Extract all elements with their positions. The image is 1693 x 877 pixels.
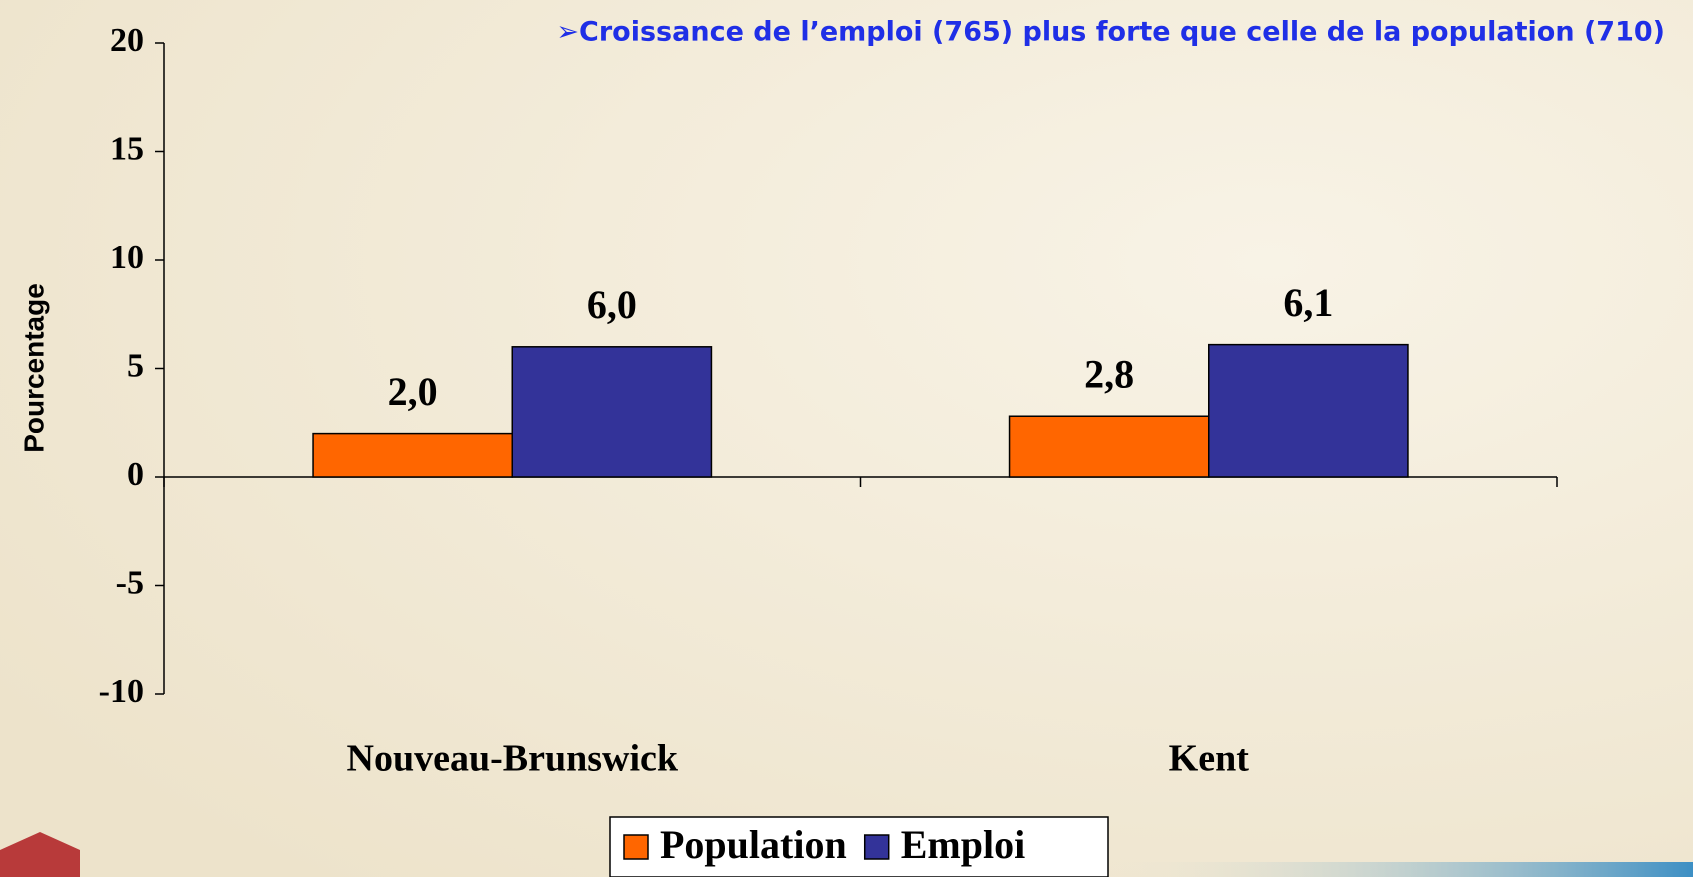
y-tick-label: -5: [116, 564, 144, 601]
bar: [1208, 343, 1409, 478]
value-label: 6,1: [1283, 280, 1333, 325]
bar: [1008, 415, 1210, 478]
y-tick-label: 5: [127, 347, 144, 384]
y-tick-label: 15: [110, 130, 144, 167]
value-label: 2,8: [1084, 351, 1134, 396]
y-axis-label: Pourcentage: [18, 283, 49, 453]
decor-strip: [1100, 862, 1693, 877]
legend-label: Population: [660, 822, 847, 867]
bar: [511, 346, 713, 478]
y-tick-label: -10: [99, 673, 144, 710]
y-tick-label: 10: [110, 239, 144, 276]
value-label: 2,0: [388, 369, 438, 414]
legend-swatch: [863, 834, 890, 860]
legend-box: [609, 816, 1109, 877]
y-tick-label: 0: [127, 456, 144, 493]
chart-title: ➢Croissance de l’emploi (765) plus forte…: [556, 17, 1665, 48]
x-tick-label: Kent: [1169, 738, 1250, 780]
bar: [312, 432, 513, 478]
value-label: 6,0: [587, 282, 637, 327]
legend-label: Emploi: [901, 822, 1025, 867]
legend-swatch: [623, 834, 649, 860]
y-tick-label: 20: [110, 22, 144, 59]
logo: [0, 832, 80, 877]
x-tick-label: Nouveau-Brunswick: [347, 738, 679, 780]
